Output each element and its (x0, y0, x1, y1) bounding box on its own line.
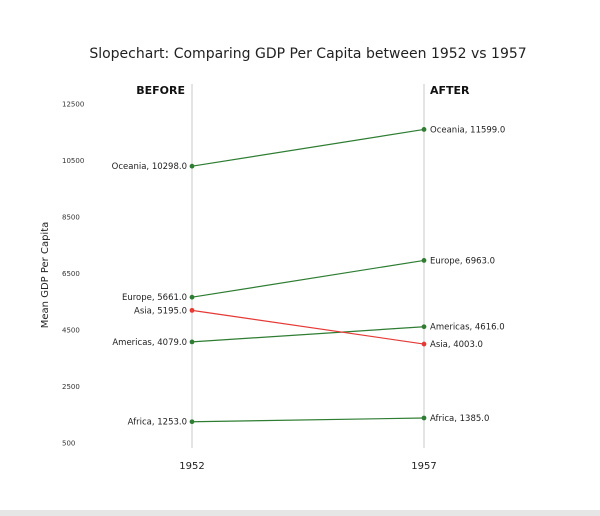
data-label-before: Europe, 5661.0 (122, 293, 187, 303)
y-tick-label: 12500 (62, 101, 84, 109)
y-tick-label: 8500 (62, 214, 80, 222)
series-europe: Europe, 5661.0 Europe, 6963.0 (122, 256, 495, 303)
series-asia: Asia, 5195.0 Asia, 4003.0 (134, 306, 483, 350)
x-tick-label: 1957 (411, 461, 436, 472)
vertical-guides (191, 84, 425, 448)
data-label-before: Asia, 5195.0 (134, 306, 187, 316)
data-point-after (421, 415, 427, 421)
series-layer: Africa, 1253.0 Africa, 1385.0 Americas, 40… (112, 125, 506, 427)
y-tick-label: 6500 (62, 270, 80, 278)
bottom-scrollbar-track (0, 510, 600, 516)
series-line (191, 417, 425, 423)
series-oceania: Oceania, 10298.0 Oceania, 11599.0 (112, 125, 506, 172)
data-label-after: Asia, 4003.0 (430, 340, 483, 350)
series-line (191, 309, 425, 345)
y-tick-label: 500 (62, 440, 75, 448)
y-tick-label: 4500 (62, 327, 80, 335)
data-label-after: Europe, 6963.0 (430, 256, 495, 266)
chart-title: Slopechart: Comparing GDP Per Capita bet… (89, 46, 526, 62)
before-heading: BEFORE (136, 84, 185, 97)
data-point-before (189, 419, 195, 425)
data-point-before (189, 307, 195, 313)
data-point-after (421, 341, 427, 347)
series-africa: Africa, 1253.0 Africa, 1385.0 (128, 414, 490, 428)
data-point-before (189, 339, 195, 345)
data-label-after: Africa, 1385.0 (430, 414, 489, 424)
data-label-after: Americas, 4616.0 (430, 323, 505, 333)
x-tick-label: 1952 (179, 461, 204, 472)
series-line (191, 259, 425, 298)
series-line (191, 326, 425, 343)
data-label-before: Africa, 1253.0 (128, 418, 187, 428)
y-tick-label: 2500 (62, 383, 80, 391)
data-point-after (421, 258, 427, 263)
data-point-after (421, 127, 427, 132)
y-axis-ticks: 12500 10500 8500 6500 4500 2500 500 (62, 101, 84, 448)
after-heading: AFTER (430, 84, 470, 97)
y-axis-label: Mean GDP Per Capita (40, 222, 51, 328)
series-line (191, 128, 425, 167)
data-label-before: Americas, 4079.0 (112, 338, 187, 348)
series-americas: Americas, 4079.0 Americas, 4616.0 (112, 323, 504, 348)
data-point-after (421, 324, 427, 330)
data-label-before: Oceania, 10298.0 (112, 162, 187, 172)
data-point-before (189, 163, 195, 169)
data-label-after: Oceania, 11599.0 (430, 125, 505, 135)
y-tick-label: 10500 (62, 157, 84, 165)
data-point-before (189, 294, 195, 300)
